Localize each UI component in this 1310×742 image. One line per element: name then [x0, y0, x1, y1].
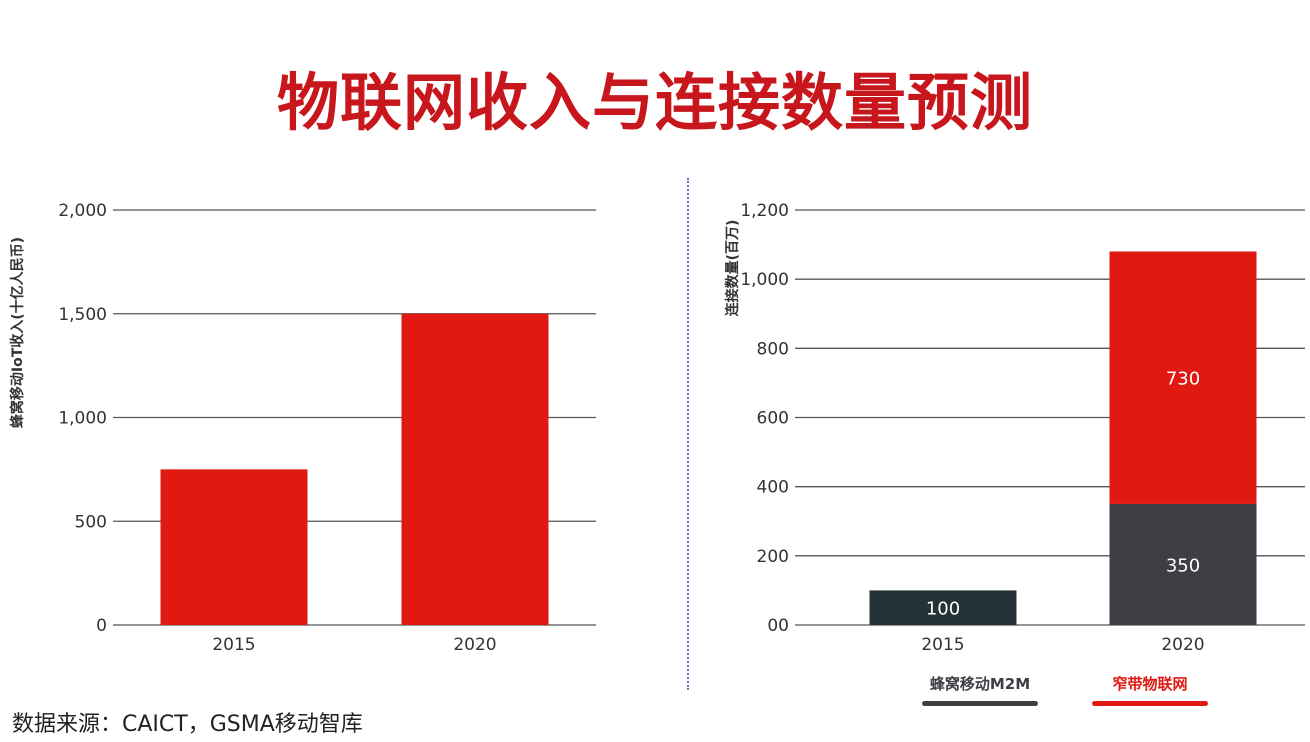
- x-tick-label: 2020: [453, 635, 496, 655]
- y-tick-label: 1,000: [740, 270, 789, 290]
- y-axis-label: 蜂窝移动IoT收入(十亿人民币): [9, 237, 26, 428]
- x-tick-label: 2015: [212, 635, 255, 655]
- page-title: 物联网收入与连接数量预测: [276, 66, 1033, 139]
- y-tick-label: 0: [96, 616, 107, 636]
- y-tick-label: 2,000: [58, 201, 107, 221]
- chart-divider: [687, 178, 689, 690]
- y-tick-label: 800: [757, 339, 789, 359]
- bar-2020-segment-0: [1109, 503, 1257, 625]
- y-tick-label: 1,200: [740, 201, 789, 221]
- y-axis-label: 连接数量(百万): [724, 220, 741, 317]
- data-label: 100: [926, 599, 960, 620]
- legend-swatch: [1092, 701, 1208, 706]
- revenue-chart: 0 500 1,000 1,500 2,000 2015 2020 蜂窝移动IoT收入(十亿人…: [9, 201, 596, 655]
- y-tick-label: 500: [75, 512, 107, 532]
- x-tick-label: 2015: [921, 635, 964, 655]
- y-tick-label: 1,500: [58, 305, 107, 325]
- y-tick-label: 200: [757, 547, 789, 567]
- legend-label: 窄带物联网: [1112, 675, 1187, 693]
- bar-2015: [160, 469, 308, 625]
- y-tick-label: 600: [757, 409, 789, 429]
- bar-2020-segment-1: [1109, 251, 1257, 504]
- y-tick-label: 400: [757, 478, 789, 498]
- data-label: 730: [1166, 369, 1200, 390]
- source-note: 数据来源：CAICT，GSMA移动智库: [12, 712, 363, 737]
- x-tick-label: 2020: [1161, 635, 1204, 655]
- bar-2015-segment-0: [869, 590, 1017, 625]
- bar-2020: [401, 313, 549, 625]
- legend-label: 蜂窝移动M2M: [930, 675, 1030, 693]
- data-label: 350: [1166, 555, 1200, 576]
- legend-swatch: [922, 701, 1038, 706]
- y-tick-label: 1,000: [58, 409, 107, 429]
- y-tick-label: 00: [767, 616, 789, 636]
